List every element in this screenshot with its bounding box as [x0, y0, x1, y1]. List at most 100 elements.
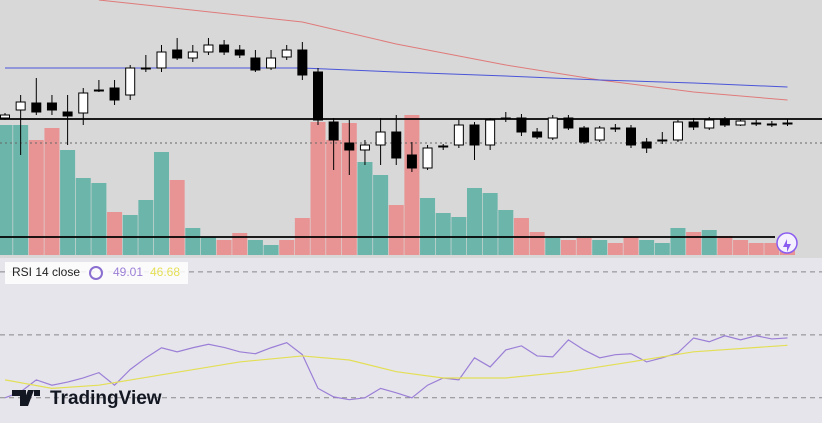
candle-body: [532, 131, 543, 138]
volume-bar: [200, 237, 216, 255]
volume-bar: [764, 243, 780, 255]
moving-average: [98, 0, 788, 101]
rsi-value: 49.01: [113, 265, 143, 279]
candle-body: [78, 92, 89, 114]
logo-icon: [12, 390, 40, 406]
candle-body: [313, 71, 323, 121]
volume-bar: [717, 236, 733, 255]
volume-bar: [91, 183, 107, 255]
volume-bar: [748, 243, 764, 255]
candle-body: [93, 89, 104, 92]
volume-bar: [169, 180, 185, 255]
logo-text: TradingView: [50, 388, 162, 409]
candle-body: [281, 49, 292, 58]
volume-bar: [326, 140, 342, 255]
candle-body: [31, 102, 42, 113]
candle-body: [672, 121, 683, 141]
candle-body: [453, 124, 464, 146]
candle-body: [766, 123, 777, 126]
volume-bar: [686, 232, 702, 255]
candle-body: [704, 119, 715, 129]
volume-bar: [482, 193, 498, 255]
volume-bar: [529, 232, 545, 255]
rsi-line: [4, 344, 788, 389]
logo: TradingView: [12, 388, 162, 409]
candle-body: [0, 114, 10, 119]
candle-body: [500, 117, 511, 120]
candle-body: [109, 87, 120, 101]
volume-bar: [388, 205, 404, 255]
volume-bar: [28, 140, 44, 255]
volume-bar: [545, 238, 561, 255]
volume-bar: [592, 240, 608, 255]
volume-bar: [701, 230, 717, 255]
volume-bar: [420, 198, 436, 255]
candle-body: [328, 121, 339, 141]
candle-body: [610, 127, 621, 130]
volume-bar: [122, 215, 138, 255]
volume-bar: [310, 122, 326, 255]
candle-body: [203, 44, 214, 53]
legend-bg: [5, 262, 188, 284]
volume-bar: [263, 245, 279, 255]
volume-bar: [60, 150, 76, 255]
volume-bar: [654, 243, 670, 255]
candle-body: [469, 124, 480, 146]
volume-bar: [13, 125, 29, 255]
volume-bar: [607, 243, 623, 255]
volume-bar: [623, 237, 639, 255]
candle-body: [234, 49, 245, 56]
rsi-line: [4, 335, 788, 401]
volume-bar: [216, 240, 232, 255]
volume-bar: [576, 238, 592, 255]
volume-bar: [357, 162, 373, 255]
volume-bar: [138, 200, 154, 255]
candle-body: [15, 101, 26, 111]
candle-body: [438, 145, 449, 148]
volume-bar: [247, 240, 263, 255]
candle-body: [485, 119, 496, 146]
candle-body: [626, 127, 636, 146]
candle-body: [172, 49, 183, 59]
assistant-glyph: [783, 239, 791, 252]
candle-body: [187, 51, 198, 59]
volume-bar: [670, 228, 686, 255]
volume-bar: [107, 212, 123, 255]
candle-body: [125, 67, 136, 96]
candle-body: [62, 111, 73, 117]
candle-body: [547, 117, 558, 139]
volume-bar: [75, 178, 91, 255]
volume-bar: [498, 210, 514, 255]
candle-body: [782, 122, 793, 125]
candle-body: [359, 144, 370, 151]
candle-body: [579, 127, 590, 143]
candle-body: [422, 147, 433, 169]
candle-body: [219, 44, 230, 53]
volume-bar: [279, 240, 295, 255]
candle-body: [719, 119, 730, 126]
candle-body: [641, 141, 652, 149]
volume-bar: [560, 240, 576, 255]
volume-bar: [435, 213, 451, 255]
volume-bar: [44, 128, 60, 255]
candle-body: [516, 117, 527, 133]
candle-body: [46, 102, 57, 111]
candle-body: [563, 117, 574, 129]
candle-body: [391, 131, 402, 159]
candle-body: [375, 131, 386, 146]
volume-bar: [373, 175, 389, 255]
volume-bar: [404, 115, 420, 255]
rsi-label: RSI 14 close: [12, 265, 80, 279]
volume-bar: [733, 240, 749, 255]
volume-bar: [185, 228, 201, 255]
volume-bar: [154, 152, 169, 255]
candle-body: [344, 142, 355, 151]
volume-bar: [341, 123, 357, 255]
candle-body: [140, 67, 151, 70]
volume-bar: [467, 188, 482, 255]
candle-body: [735, 120, 746, 126]
volume-bar: [639, 240, 655, 255]
rsi-icon[interactable]: [89, 266, 103, 280]
rsi-pane: [0, 258, 822, 423]
